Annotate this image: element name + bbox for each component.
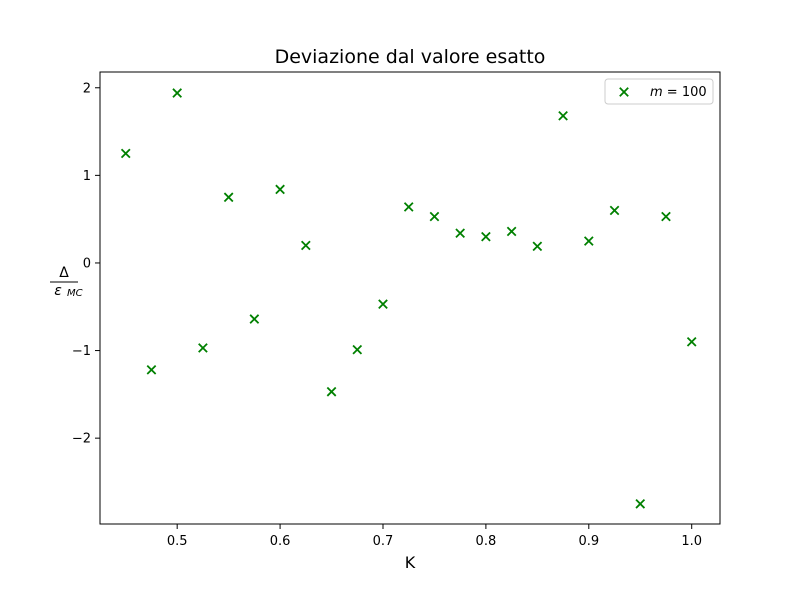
data-point-stroke: [146, 364, 157, 375]
data-point-stroke: [635, 499, 646, 509]
data-point-stroke: [686, 336, 697, 347]
legend: m = 100: [604, 78, 714, 105]
y-axis-label: Δ ε MC: [50, 265, 83, 299]
x-tick-label: 1.0: [681, 534, 702, 549]
data-point-stroke: [223, 192, 234, 203]
data-point-stroke: [429, 211, 440, 222]
data-point-stroke: [558, 110, 568, 121]
data-point-stroke: [120, 148, 131, 159]
y-tick-label: 2: [83, 81, 91, 96]
legend-label-variable: m: [650, 85, 663, 100]
legend-marker-x: [619, 87, 629, 97]
data-point-stroke: [198, 343, 208, 353]
data-point-stroke: [661, 211, 671, 222]
data-point: [661, 211, 671, 222]
data-point: [455, 228, 466, 239]
data-point-stroke: [249, 314, 260, 324]
data-point: [635, 499, 646, 509]
data-point: [686, 336, 697, 347]
y-axis-label-denominator-subscript: MC: [67, 288, 83, 299]
data-point: [352, 344, 363, 355]
plot-frame: [99, 71, 721, 525]
y-axis-label-denominator: ε: [54, 283, 62, 299]
data-point: [275, 184, 285, 195]
x-tick-label: 0.5: [167, 534, 188, 549]
data-point-stroke: [481, 231, 491, 242]
x-tick-label: 0.9: [578, 534, 599, 549]
data-point-stroke: [172, 88, 183, 98]
data-point-stroke: [352, 344, 363, 355]
data-point: [532, 241, 543, 252]
y-tick-label: −1: [72, 344, 91, 359]
x-tick-label: 0.8: [476, 534, 497, 549]
data-point: [146, 364, 157, 375]
data-point-stroke: [403, 202, 414, 212]
data-point: [172, 88, 183, 98]
data-point-stroke: [609, 205, 620, 216]
data-point-stroke: [455, 228, 466, 239]
data-point: [506, 226, 517, 237]
legend-label-value: = 100: [663, 85, 707, 100]
chart-title: Deviazione dal valore esatto: [275, 46, 546, 68]
y-axis-ticks: 2 1 0 −1 −2: [72, 81, 100, 447]
y-tick-label: 1: [83, 169, 91, 184]
data-point: [223, 192, 234, 203]
data-point: [326, 386, 337, 397]
data-points: [120, 88, 697, 509]
x-tick-label: 0.6: [270, 534, 291, 549]
data-point-stroke: [532, 241, 543, 252]
x-tick-label: 0.7: [373, 534, 394, 549]
data-point: [120, 148, 131, 159]
data-point-stroke: [378, 299, 388, 309]
legend-marker-stroke: [619, 87, 629, 97]
data-point-stroke: [506, 226, 517, 237]
y-tick-label: 0: [83, 256, 91, 271]
data-point: [558, 110, 568, 121]
data-point-stroke: [583, 236, 594, 246]
data-point: [300, 240, 311, 251]
legend-marker: [619, 87, 629, 97]
x-axis-label: K: [405, 553, 416, 572]
data-point-stroke: [300, 240, 311, 251]
legend-box: [604, 78, 714, 105]
data-point: [378, 299, 388, 309]
y-tick-label: −2: [72, 432, 91, 447]
x-axis-ticks: 0.5 0.6 0.7 0.8 0.9 1.0: [167, 524, 702, 549]
data-point: [403, 202, 414, 212]
data-point: [429, 211, 440, 222]
data-point: [609, 205, 620, 216]
data-point: [583, 236, 594, 246]
legend-label: m = 100: [650, 85, 707, 100]
data-point: [198, 343, 208, 353]
data-point-stroke: [275, 184, 285, 195]
data-point: [481, 231, 491, 242]
data-point-stroke: [326, 386, 337, 397]
data-point: [249, 314, 260, 324]
y-axis-label-numerator: Δ: [59, 265, 69, 281]
